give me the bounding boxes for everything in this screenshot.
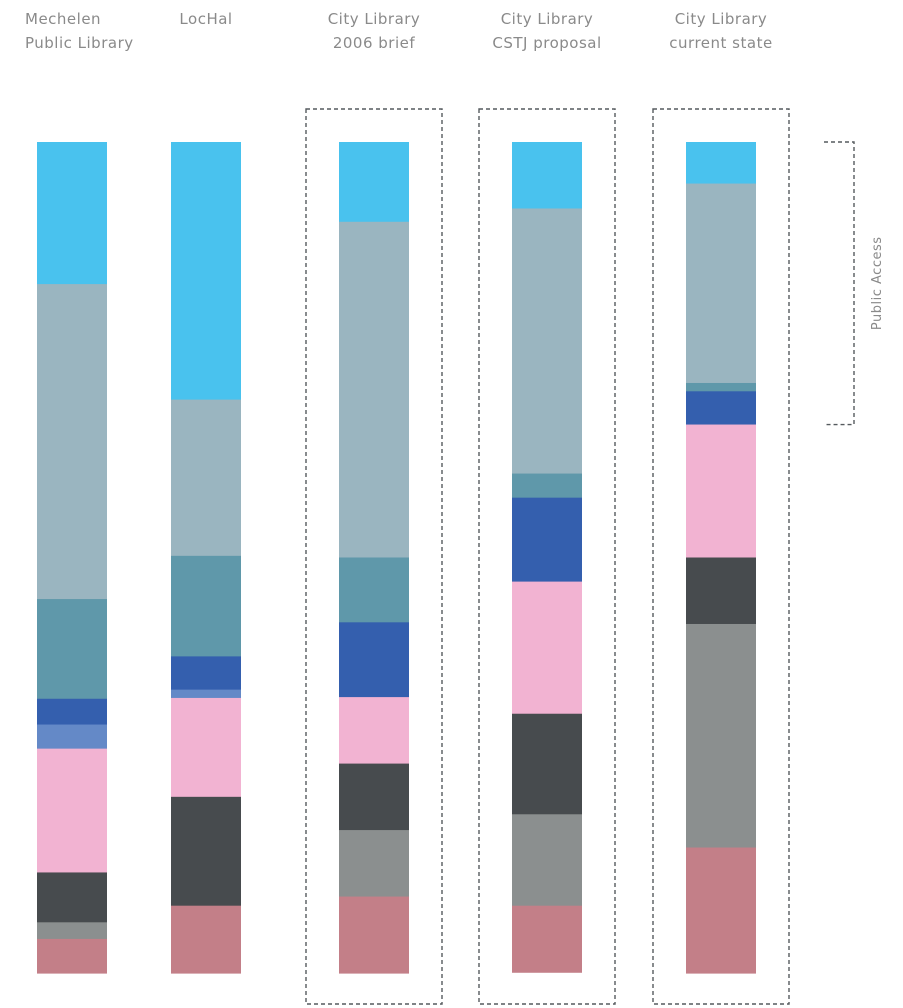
bar-segment bbox=[171, 656, 241, 691]
bar-segment bbox=[686, 142, 756, 185]
bar-segment bbox=[339, 896, 409, 974]
bar-segment bbox=[171, 689, 241, 699]
bar-segment bbox=[37, 922, 107, 940]
bar-segment bbox=[37, 872, 107, 923]
bar-stack bbox=[171, 142, 241, 974]
bar-segment bbox=[686, 847, 756, 974]
bar-segment bbox=[37, 724, 107, 750]
bar-segment bbox=[171, 796, 241, 907]
bar-segment bbox=[686, 382, 756, 392]
column-label: LocHal bbox=[179, 10, 232, 28]
bar-segment bbox=[37, 142, 107, 285]
bar-segment bbox=[686, 391, 756, 426]
column-label: City Library current state bbox=[669, 10, 772, 52]
bar-segment bbox=[37, 938, 107, 974]
bar-segment bbox=[171, 905, 241, 974]
bar-segment bbox=[512, 713, 582, 815]
bar-segment bbox=[512, 473, 582, 499]
bar-segment bbox=[686, 424, 756, 559]
bar-segment bbox=[339, 697, 409, 765]
bracket-line bbox=[824, 141, 855, 426]
bar-segment bbox=[37, 698, 107, 726]
bar-segment bbox=[686, 557, 756, 625]
bar-segment bbox=[512, 905, 582, 973]
highlight-box bbox=[478, 108, 616, 1005]
bar-segment bbox=[339, 142, 409, 223]
bar-segment bbox=[512, 581, 582, 715]
bar-segment bbox=[339, 221, 409, 559]
bar-segment bbox=[686, 183, 756, 384]
highlight-box bbox=[305, 108, 443, 1005]
bar-segment bbox=[37, 284, 107, 600]
bar-stack bbox=[512, 142, 582, 973]
bar-segment bbox=[171, 555, 241, 657]
bar-segment bbox=[512, 814, 582, 907]
bar-stack bbox=[686, 142, 756, 974]
bar-stack bbox=[37, 142, 107, 974]
bracket-label: Public Access bbox=[870, 236, 885, 330]
bar-segment bbox=[512, 142, 582, 210]
bar-segment bbox=[171, 399, 241, 557]
bar-segment bbox=[37, 748, 107, 874]
column-label: Mechelen Public Library bbox=[25, 10, 134, 52]
bar-segment bbox=[339, 830, 409, 898]
bar-stack bbox=[339, 142, 409, 974]
column-label: City Library 2006 brief bbox=[328, 10, 421, 52]
bar-segment bbox=[37, 599, 107, 700]
bar-segment bbox=[171, 697, 241, 798]
column-label: City Library CSTJ proposal bbox=[492, 10, 601, 52]
bar-segment bbox=[339, 622, 409, 698]
bar-segment bbox=[512, 497, 582, 583]
bar-segment bbox=[171, 142, 241, 401]
highlight-box bbox=[652, 108, 790, 1005]
bar-segment bbox=[339, 763, 409, 831]
bar-segment bbox=[339, 557, 409, 623]
bar-segment bbox=[512, 208, 582, 475]
bar-segment bbox=[686, 623, 756, 849]
